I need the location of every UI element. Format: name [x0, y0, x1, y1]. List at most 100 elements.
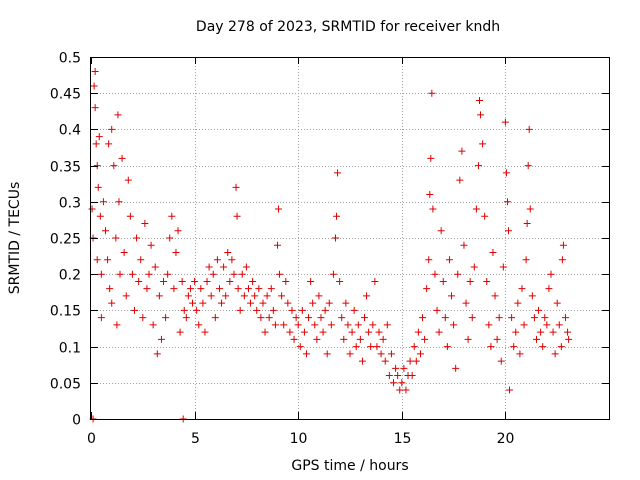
data-point — [549, 328, 557, 336]
data-point — [356, 335, 364, 343]
data-point — [481, 212, 489, 220]
y-tick-label: 0.15 — [50, 304, 81, 320]
data-point — [106, 285, 114, 293]
data-point — [313, 335, 321, 343]
data-point — [551, 350, 559, 358]
data-point — [201, 328, 209, 336]
data-point — [485, 321, 493, 329]
data-point — [311, 321, 319, 329]
data-point — [398, 379, 406, 387]
data-point — [522, 256, 530, 264]
x-tick-label: 0 — [87, 431, 96, 447]
data-point — [508, 314, 516, 322]
data-point — [323, 350, 331, 358]
data-point — [203, 277, 211, 285]
data-point — [524, 162, 532, 170]
data-point — [197, 285, 205, 293]
data-point — [226, 277, 234, 285]
data-point — [294, 321, 302, 329]
data-point — [255, 285, 263, 293]
chart-title: Day 278 of 2023, SRMTID for receiver knd… — [196, 19, 500, 35]
data-point — [147, 241, 155, 249]
data-point — [296, 343, 304, 351]
data-point — [431, 270, 439, 278]
data-point — [207, 292, 215, 300]
gridlines — [91, 57, 609, 419]
data-point — [247, 299, 255, 307]
data-point — [282, 277, 290, 285]
data-point — [429, 205, 437, 213]
data-point — [93, 256, 101, 264]
data-point — [307, 277, 315, 285]
data-point — [338, 314, 346, 322]
data-point — [178, 277, 186, 285]
data-point — [184, 292, 192, 300]
data-point — [526, 205, 534, 213]
data-point — [553, 299, 561, 307]
data-point — [518, 285, 526, 293]
data-point — [230, 270, 238, 278]
data-point — [352, 343, 360, 351]
data-point — [497, 357, 505, 365]
data-point — [269, 306, 277, 314]
data-point — [555, 321, 563, 329]
data-point — [371, 277, 379, 285]
data-point — [448, 292, 456, 300]
data-point — [253, 306, 261, 314]
data-point — [122, 292, 130, 300]
data-point — [452, 364, 460, 372]
data-point — [435, 328, 443, 336]
data-point — [228, 256, 236, 264]
data-point — [88, 205, 96, 213]
data-point — [115, 198, 123, 206]
data-point — [464, 335, 472, 343]
data-point — [126, 212, 134, 220]
data-point — [251, 292, 259, 300]
data-point — [539, 343, 547, 351]
data-point — [157, 335, 165, 343]
data-point — [369, 321, 377, 329]
data-point — [396, 386, 404, 394]
data-point — [113, 321, 121, 329]
data-point — [472, 205, 480, 213]
data-point — [383, 321, 391, 329]
data-point — [541, 314, 549, 322]
data-point — [180, 306, 188, 314]
data-point — [290, 335, 298, 343]
data-point — [385, 372, 393, 380]
data-point — [336, 277, 344, 285]
data-point — [445, 256, 453, 264]
data-point — [135, 277, 143, 285]
data-point — [145, 270, 153, 278]
plot-frame — [90, 57, 610, 420]
data-point — [329, 270, 337, 278]
data-point — [479, 140, 487, 148]
data-point — [97, 270, 105, 278]
data-point — [90, 82, 98, 90]
data-point — [392, 364, 400, 372]
data-point — [276, 270, 284, 278]
y-tick-label: 0.25 — [50, 232, 81, 248]
data-point — [174, 227, 182, 235]
x-tick-label: 5 — [191, 431, 200, 447]
data-point — [151, 263, 159, 271]
data-point — [423, 285, 431, 293]
data-point — [525, 125, 533, 133]
data-point — [557, 343, 565, 351]
data-point — [224, 248, 232, 256]
data-point — [477, 111, 485, 119]
data-point — [361, 314, 369, 322]
y-tick-label: 0.35 — [50, 160, 81, 176]
data-point — [462, 299, 470, 307]
data-point — [286, 328, 294, 336]
data-point — [104, 256, 112, 264]
data-point — [233, 212, 241, 220]
data-point — [441, 314, 449, 322]
data-point — [381, 357, 389, 365]
data-point — [433, 306, 441, 314]
data-point — [162, 314, 170, 322]
data-point — [199, 299, 207, 307]
data-point — [514, 299, 522, 307]
data-point — [456, 176, 464, 184]
